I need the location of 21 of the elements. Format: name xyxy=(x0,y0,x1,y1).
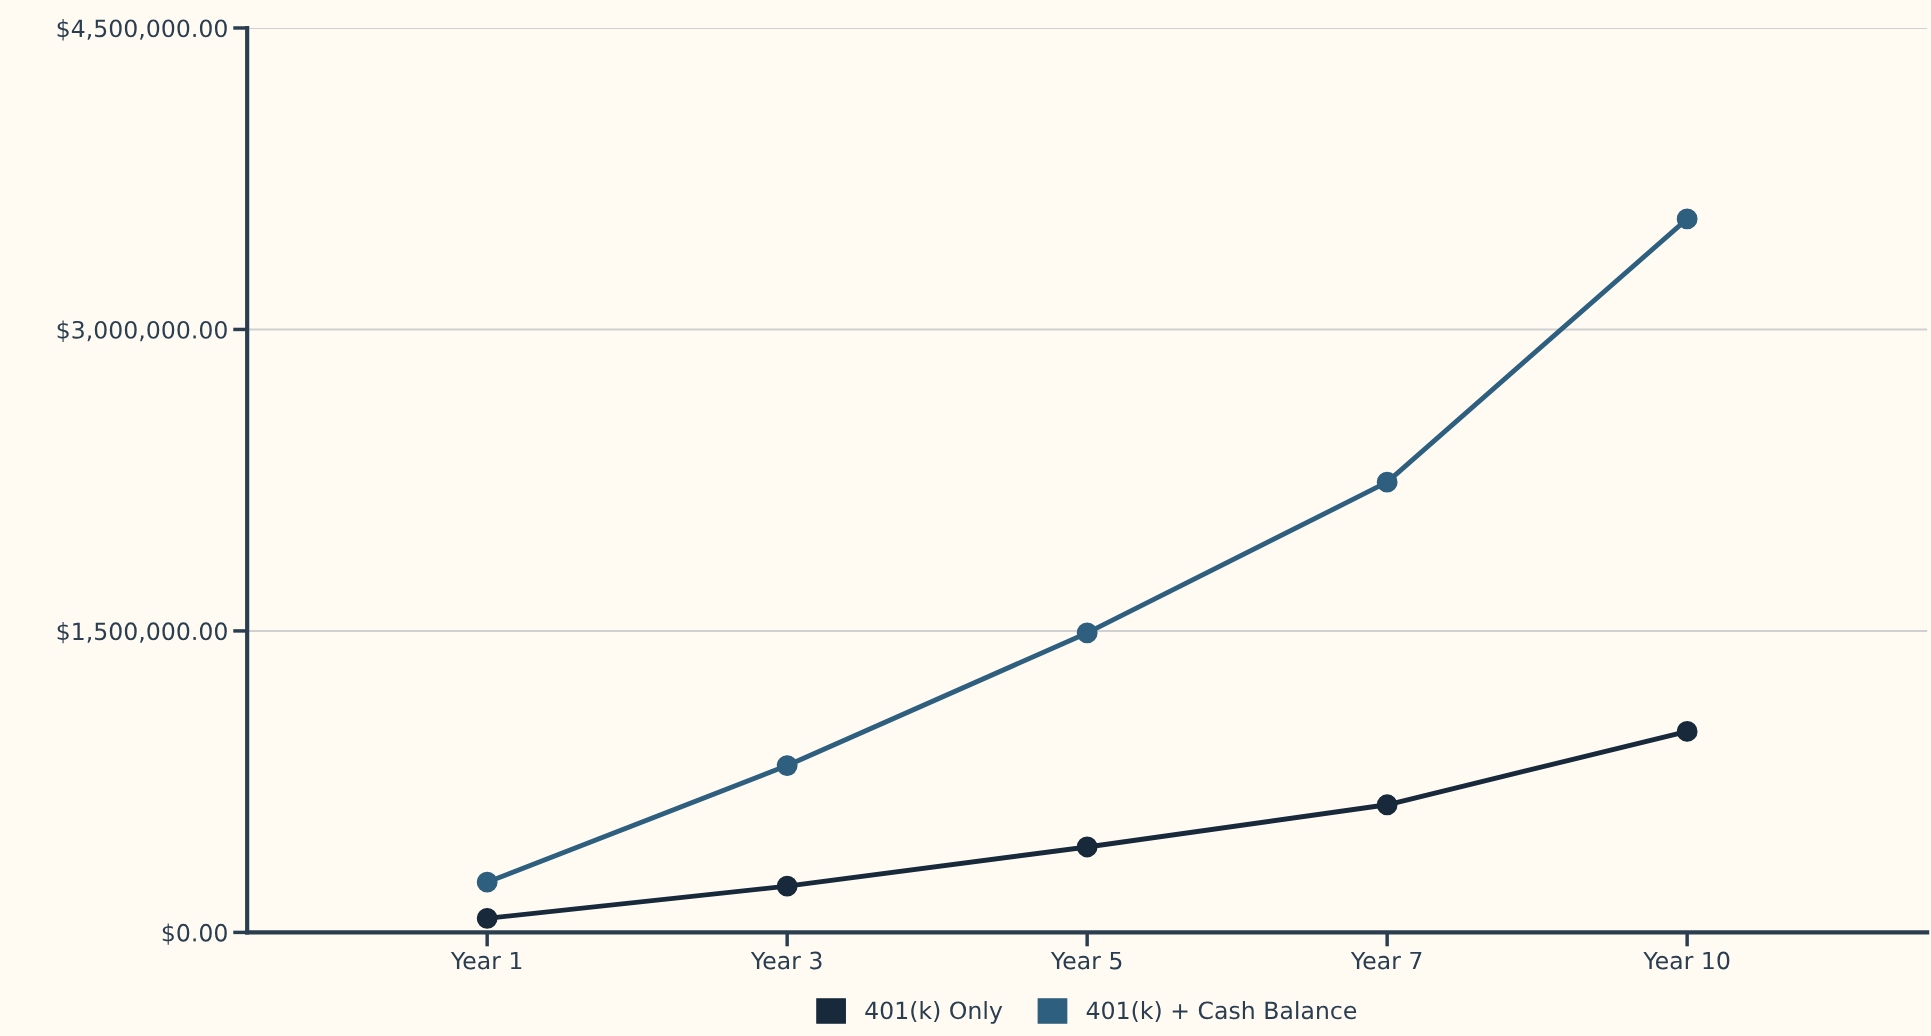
x-tick-label: Year 7 xyxy=(1350,951,1422,970)
point xyxy=(1376,794,1398,816)
x-tick-label: Year 10 xyxy=(1643,951,1730,970)
legend-label: 401(k) + Cash Balance xyxy=(1086,1001,1357,1023)
y-tick-label: $4,500,000.00 xyxy=(57,19,227,41)
y-tick-label: $1,500,000.00 xyxy=(57,621,227,644)
point xyxy=(1676,208,1698,230)
point xyxy=(476,871,498,893)
point xyxy=(476,907,498,929)
legend-label: 401(k) Only xyxy=(865,1001,1003,1024)
point xyxy=(1076,622,1098,644)
point xyxy=(776,755,798,777)
x-tick-label: Year 3 xyxy=(750,951,822,970)
point xyxy=(1076,836,1098,858)
y-tick-label: $0.00 xyxy=(162,923,227,945)
x-tick-label: Year 1 xyxy=(450,951,522,970)
point xyxy=(1376,471,1398,493)
x-tick-label: Year 5 xyxy=(1050,951,1122,970)
y-tick-label: $3,000,000.00 xyxy=(57,320,227,342)
point xyxy=(1676,720,1698,742)
point xyxy=(776,875,798,897)
